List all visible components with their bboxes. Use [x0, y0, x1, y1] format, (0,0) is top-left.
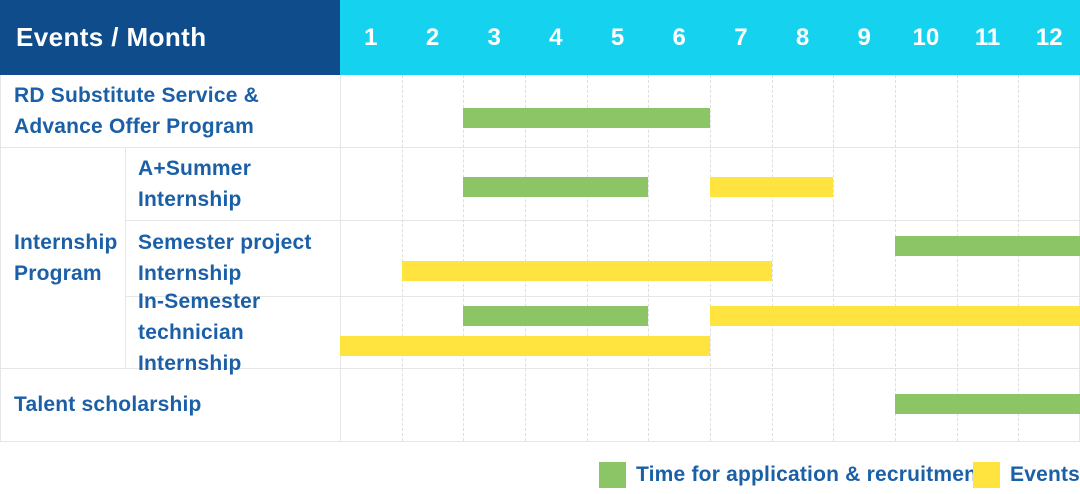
- group-label-internship-program: Internship Program: [0, 147, 125, 368]
- month-label-2: 2: [425, 23, 440, 51]
- gantt-bar-yellow: [710, 306, 1080, 326]
- month-gridline: [1018, 75, 1020, 441]
- column-border-line: [125, 147, 126, 368]
- month-gridline: [525, 75, 526, 441]
- group-label-internship-program-line: Program: [14, 261, 102, 285]
- month-label-3: 3: [487, 23, 501, 51]
- legend: Time for application & recruitment Event…: [0, 460, 1080, 494]
- row-label-0: RD Substitute Service & Advance Offer Pro…: [0, 75, 340, 147]
- legend-label-events: Events: [1010, 463, 1080, 486]
- row-border-line: [125, 220, 1080, 221]
- gantt-bar-green: [895, 394, 1080, 414]
- row-label-0-line: Advance Offer Program: [14, 115, 254, 138]
- gantt-bar-green: [895, 236, 1080, 256]
- row-border-line: [0, 441, 1080, 442]
- month-gridline: [833, 75, 835, 441]
- month-label-4: 4: [549, 23, 563, 51]
- month-label-12: 12: [1035, 23, 1063, 51]
- month-gridline: [463, 75, 465, 441]
- row-border-line: [0, 147, 1080, 148]
- group-label-internship-program-line: Internship: [14, 230, 118, 254]
- gantt-bar-green: [463, 108, 710, 128]
- column-border-line: [0, 75, 1, 441]
- row-label-1: A+Summer Internship: [125, 147, 340, 220]
- row-label-2-line: Semester project: [138, 231, 312, 254]
- month-label-5: 5: [610, 23, 625, 51]
- month-gridline: [648, 75, 650, 441]
- corner-header-label: Events / Month: [16, 22, 207, 52]
- month-gridline: [401, 75, 403, 441]
- month-gridline: [586, 75, 588, 441]
- row-label-3: In-Semester technician Internship: [125, 290, 340, 375]
- row-label-2: Semester project Internship: [125, 220, 340, 296]
- legend-item-application-recruitment: Time for application & recruitment: [599, 460, 984, 490]
- month-gridline: [771, 75, 773, 441]
- row-label-4-line: Talent scholarship: [14, 393, 202, 416]
- gantt-bar-yellow: [340, 336, 710, 356]
- month-label-9: 9: [857, 23, 871, 51]
- month-label-8: 8: [795, 23, 810, 51]
- legend-item-events: Events: [973, 460, 1080, 490]
- row-label-1-line: Internship: [138, 187, 242, 211]
- row-label-1-line: A+Summer: [138, 156, 252, 180]
- month-label-6: 6: [672, 23, 686, 51]
- row-label-3-line: In-Semester: [138, 289, 261, 313]
- gantt-bar-yellow: [710, 177, 834, 197]
- month-gridline: [895, 75, 896, 441]
- month-label-7: 7: [734, 23, 748, 51]
- gantt-bar-yellow: [401, 261, 772, 281]
- month-label-1: 1: [364, 23, 378, 51]
- month-gridline: [956, 75, 958, 441]
- month-label-11: 11: [974, 23, 1001, 51]
- month-label-10: 10: [912, 23, 940, 51]
- gantt-bar-green: [463, 177, 649, 197]
- row-label-0-line: RD Substitute Service &: [14, 84, 259, 107]
- row-border-line: [125, 296, 1080, 297]
- column-border-line: [340, 75, 341, 441]
- row-label-2-line: Internship: [138, 262, 242, 285]
- row-label-4: Talent scholarship: [0, 368, 340, 441]
- month-header-row: 1 2 3 4 5 6 7 8 9 10 11 12: [340, 0, 1080, 75]
- legend-label-application-recruitment: Time for application & recruitment: [636, 463, 985, 486]
- gantt-bar-green: [463, 306, 649, 326]
- row-border-line: [0, 368, 1080, 369]
- legend-swatch-green: [599, 462, 626, 488]
- month-gridline: [710, 75, 711, 441]
- legend-swatch-yellow: [973, 462, 1000, 488]
- table-corner-header: Events / Month: [0, 0, 340, 75]
- row-label-3-line: technician Internship: [138, 320, 244, 375]
